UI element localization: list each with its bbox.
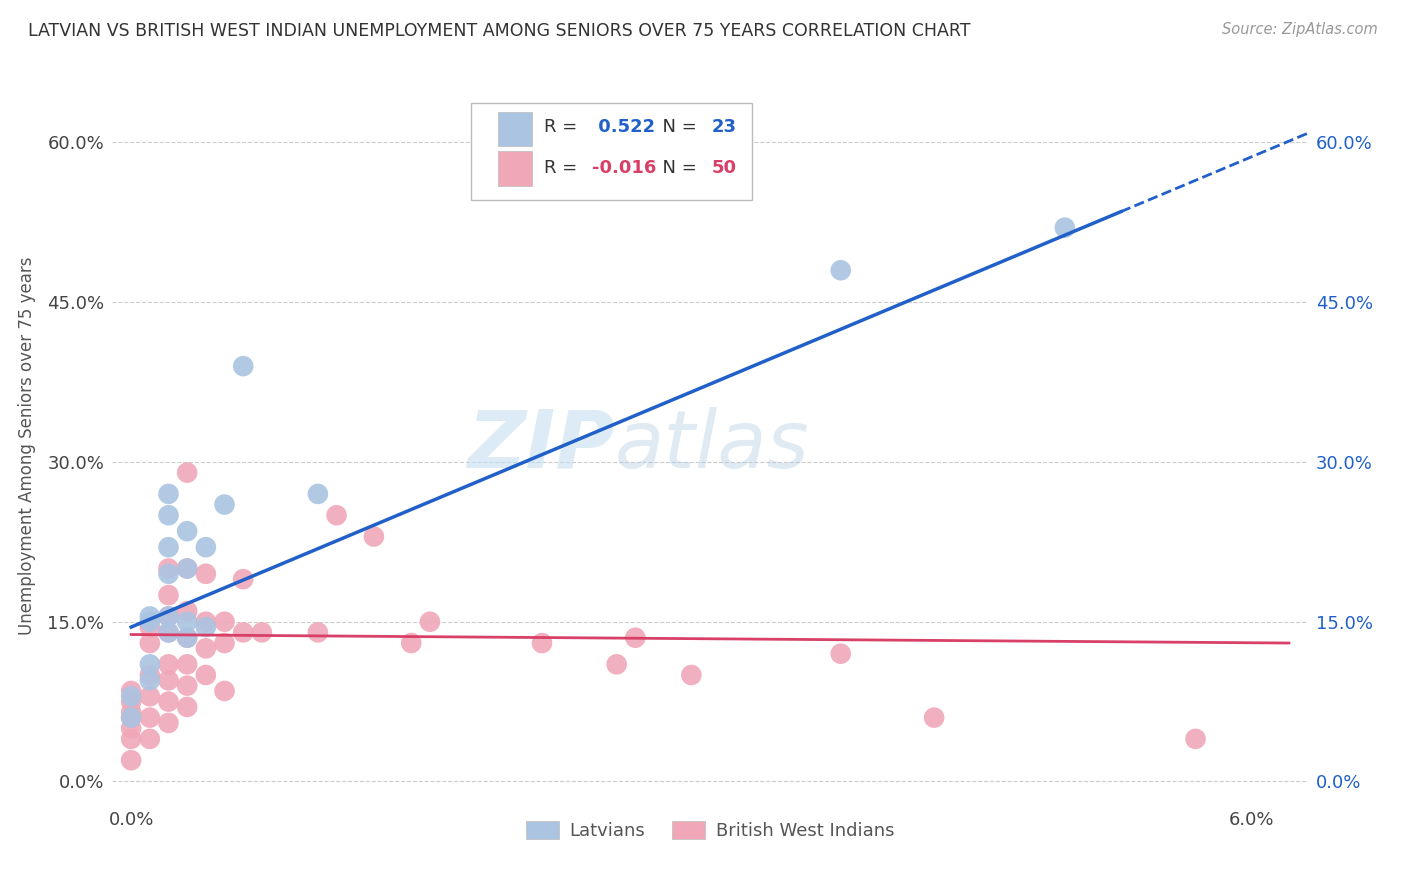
Point bbox=[363, 529, 385, 543]
Point bbox=[214, 684, 236, 698]
Point bbox=[157, 695, 180, 709]
Point bbox=[120, 710, 142, 724]
Point bbox=[139, 710, 162, 724]
Point bbox=[232, 625, 254, 640]
Point bbox=[606, 657, 628, 672]
Point bbox=[157, 508, 180, 523]
Point bbox=[1184, 731, 1206, 746]
Point bbox=[194, 641, 217, 656]
Point bbox=[120, 753, 142, 767]
FancyBboxPatch shape bbox=[499, 152, 531, 186]
Y-axis label: Unemployment Among Seniors over 75 years: Unemployment Among Seniors over 75 years bbox=[18, 257, 37, 635]
Text: R =: R = bbox=[544, 159, 583, 177]
Point bbox=[157, 540, 180, 554]
Point bbox=[176, 631, 198, 645]
Point bbox=[157, 625, 180, 640]
Point bbox=[120, 706, 142, 720]
Text: ZIP: ZIP bbox=[467, 407, 614, 485]
Point bbox=[307, 487, 329, 501]
Point bbox=[214, 636, 236, 650]
Point bbox=[139, 690, 162, 704]
Point bbox=[214, 615, 236, 629]
Text: N =: N = bbox=[651, 159, 703, 177]
Point bbox=[830, 263, 852, 277]
Point bbox=[120, 690, 142, 704]
Point bbox=[176, 679, 198, 693]
Point bbox=[157, 609, 180, 624]
Point bbox=[232, 572, 254, 586]
Text: 0.522: 0.522 bbox=[592, 118, 655, 136]
Point bbox=[419, 615, 441, 629]
Point bbox=[830, 647, 852, 661]
Point bbox=[139, 620, 162, 634]
Point bbox=[176, 561, 198, 575]
Point bbox=[139, 673, 162, 688]
Point bbox=[176, 615, 198, 629]
Point bbox=[401, 636, 423, 650]
Point bbox=[176, 631, 198, 645]
Point bbox=[157, 609, 180, 624]
FancyBboxPatch shape bbox=[499, 112, 531, 146]
Point bbox=[139, 668, 162, 682]
Point bbox=[176, 561, 198, 575]
Point bbox=[530, 636, 553, 650]
Legend: Latvians, British West Indians: Latvians, British West Indians bbox=[519, 814, 901, 847]
Point bbox=[922, 710, 945, 724]
Point bbox=[325, 508, 347, 523]
Point bbox=[194, 566, 217, 581]
Text: 23: 23 bbox=[711, 118, 737, 136]
Text: 50: 50 bbox=[711, 159, 737, 177]
Point bbox=[157, 487, 180, 501]
Point bbox=[214, 498, 236, 512]
Point bbox=[120, 695, 142, 709]
Point bbox=[681, 668, 703, 682]
Point bbox=[120, 710, 142, 724]
Point bbox=[139, 615, 162, 629]
Point bbox=[194, 668, 217, 682]
Point bbox=[120, 721, 142, 735]
Point bbox=[176, 700, 198, 714]
Point bbox=[176, 524, 198, 539]
Point bbox=[139, 636, 162, 650]
Point bbox=[157, 566, 180, 581]
Point bbox=[1053, 220, 1076, 235]
Point bbox=[120, 684, 142, 698]
Point bbox=[120, 731, 142, 746]
Text: LATVIAN VS BRITISH WEST INDIAN UNEMPLOYMENT AMONG SENIORS OVER 75 YEARS CORRELAT: LATVIAN VS BRITISH WEST INDIAN UNEMPLOYM… bbox=[28, 22, 970, 40]
Point bbox=[157, 588, 180, 602]
Text: N =: N = bbox=[651, 118, 703, 136]
Point bbox=[157, 715, 180, 730]
Point bbox=[194, 540, 217, 554]
Text: atlas: atlas bbox=[614, 407, 810, 485]
FancyBboxPatch shape bbox=[471, 103, 752, 200]
Point bbox=[624, 631, 647, 645]
Point bbox=[157, 625, 180, 640]
Point bbox=[139, 657, 162, 672]
Point bbox=[157, 673, 180, 688]
Point bbox=[157, 561, 180, 575]
Point bbox=[194, 615, 217, 629]
Text: -0.016: -0.016 bbox=[592, 159, 657, 177]
Text: Source: ZipAtlas.com: Source: ZipAtlas.com bbox=[1222, 22, 1378, 37]
Point bbox=[176, 604, 198, 618]
Point bbox=[139, 609, 162, 624]
Point bbox=[232, 359, 254, 373]
Text: R =: R = bbox=[544, 118, 583, 136]
Point bbox=[139, 731, 162, 746]
Point bbox=[176, 657, 198, 672]
Point bbox=[157, 657, 180, 672]
Point bbox=[307, 625, 329, 640]
Point bbox=[176, 466, 198, 480]
Point bbox=[194, 620, 217, 634]
Point bbox=[250, 625, 273, 640]
